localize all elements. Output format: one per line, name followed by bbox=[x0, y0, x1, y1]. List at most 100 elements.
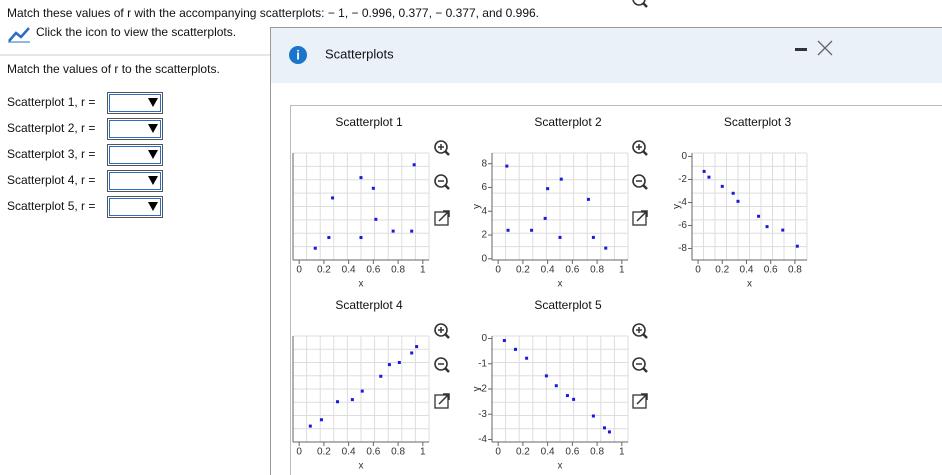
point bbox=[502, 339, 506, 343]
icon-sign bbox=[438, 327, 444, 333]
answer-select[interactable] bbox=[107, 92, 163, 114]
answer-label: Scatterplot 5, r = bbox=[7, 199, 95, 213]
select-arrow bbox=[148, 98, 158, 107]
answer-label: Scatterplot 2, r = bbox=[7, 121, 95, 135]
point bbox=[603, 426, 607, 430]
open-icon[interactable] bbox=[434, 211, 449, 226]
point bbox=[410, 351, 414, 355]
select-arrow bbox=[148, 176, 158, 185]
point bbox=[757, 214, 761, 218]
x-tick-label: 1 bbox=[619, 265, 625, 276]
point bbox=[336, 400, 340, 404]
answer-label: Scatterplot 3, r = bbox=[7, 147, 95, 161]
close-button[interactable] bbox=[817, 40, 833, 56]
point bbox=[530, 228, 534, 232]
y-tick-label: -2 bbox=[678, 174, 687, 185]
x-tick-label: 0.2 bbox=[516, 265, 530, 276]
y-tick-label: 4 bbox=[481, 206, 487, 217]
answer-label: Scatterplot 4, r = bbox=[7, 173, 95, 187]
icon-handle bbox=[642, 184, 648, 190]
select-arrow bbox=[148, 150, 158, 159]
dialog-title: Scatterplots bbox=[325, 46, 394, 61]
x-tick-label: 0.4 bbox=[342, 265, 356, 276]
x-axis-label: x bbox=[359, 461, 364, 472]
point bbox=[374, 217, 378, 221]
y-tick-label: 2 bbox=[481, 230, 487, 241]
y-axis-label: y bbox=[672, 204, 683, 209]
open-icon[interactable] bbox=[632, 394, 647, 409]
point bbox=[607, 430, 611, 434]
icon-handle bbox=[642, 367, 648, 373]
point bbox=[707, 175, 711, 179]
x-tick-label: 0.8 bbox=[391, 447, 405, 458]
point bbox=[795, 244, 799, 248]
answer-select[interactable] bbox=[107, 170, 163, 192]
y-axis-label: y bbox=[472, 387, 483, 392]
x-axis-label: x bbox=[558, 279, 563, 290]
y-tick-label: -8 bbox=[678, 243, 687, 254]
point bbox=[359, 236, 363, 240]
point bbox=[359, 176, 363, 180]
select-inner bbox=[109, 120, 161, 138]
point bbox=[387, 363, 391, 367]
icon-handle bbox=[444, 333, 450, 339]
x-tick-label: 0.4 bbox=[342, 447, 356, 458]
point bbox=[543, 216, 547, 220]
point bbox=[720, 184, 724, 188]
point bbox=[379, 374, 383, 378]
info-icon bbox=[289, 46, 307, 64]
icon-sign bbox=[636, 144, 642, 150]
y-tick-label: -4 bbox=[478, 434, 487, 445]
x-tick-label: 1 bbox=[420, 265, 426, 276]
open-arrow bbox=[636, 393, 648, 405]
y-tick-label: -1 bbox=[478, 358, 487, 369]
select-inner bbox=[109, 198, 161, 216]
point bbox=[412, 163, 416, 167]
point bbox=[731, 191, 735, 195]
point bbox=[397, 361, 401, 364]
question: Match these values of r with the accompa… bbox=[7, 6, 539, 20]
dialog-header bbox=[271, 28, 942, 83]
answer-select[interactable] bbox=[107, 144, 163, 166]
x-tick-label: 0.8 bbox=[788, 265, 802, 276]
zoom-out-icon[interactable] bbox=[632, 0, 646, 6]
point bbox=[506, 228, 510, 232]
y-tick-label: 6 bbox=[481, 182, 487, 193]
x-axis-label: x bbox=[359, 279, 364, 290]
point bbox=[513, 347, 517, 351]
instruction: Match the values of r to the scatterplot… bbox=[7, 62, 220, 76]
point bbox=[331, 196, 335, 200]
select-arrow bbox=[148, 202, 158, 211]
y-tick-label: -4 bbox=[678, 197, 687, 208]
point bbox=[505, 164, 509, 168]
point bbox=[313, 246, 317, 250]
open-icon[interactable] bbox=[632, 211, 647, 226]
y-tick-label: 8 bbox=[481, 158, 487, 169]
x-tick-label: 0.6 bbox=[366, 447, 380, 458]
y-tick-label: -2 bbox=[478, 384, 487, 395]
icon-handle bbox=[444, 367, 450, 373]
answer-select[interactable] bbox=[107, 196, 163, 218]
point bbox=[554, 384, 558, 388]
plot-title: Scatterplot 1 bbox=[335, 115, 403, 129]
icon-sign bbox=[636, 327, 642, 333]
select-arrow bbox=[148, 124, 158, 133]
x-tick-label: 1 bbox=[619, 447, 625, 458]
answer-label: Scatterplot 1, r = bbox=[7, 95, 95, 109]
open-icon[interactable] bbox=[434, 394, 449, 409]
point bbox=[558, 235, 562, 239]
answer-select[interactable] bbox=[107, 118, 163, 140]
plots-panel bbox=[290, 105, 942, 475]
link-text[interactable]: Click the icon to view the scatterplots. bbox=[36, 25, 236, 39]
icon-handle bbox=[444, 184, 450, 190]
point bbox=[702, 169, 706, 173]
x-tick-label: 0 bbox=[296, 447, 302, 458]
minimize-button[interactable] bbox=[795, 48, 807, 51]
x-tick-label: 0.6 bbox=[764, 265, 778, 276]
chart-icon[interactable] bbox=[8, 27, 30, 42]
x-axis-label: x bbox=[747, 279, 752, 290]
plot-title: Scatterplot 5 bbox=[534, 298, 602, 312]
x-tick-label: 0.8 bbox=[391, 265, 405, 276]
point bbox=[319, 418, 323, 422]
